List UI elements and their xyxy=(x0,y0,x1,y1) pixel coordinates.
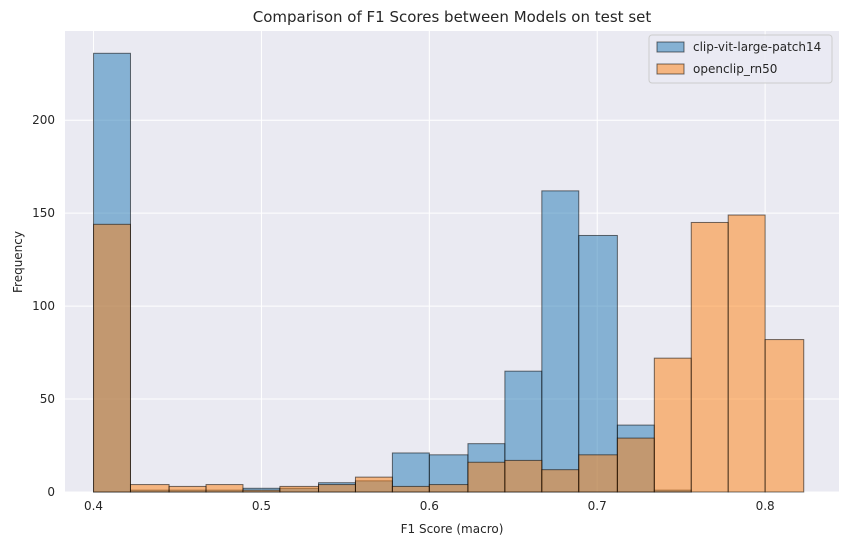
histogram-bar xyxy=(541,469,580,493)
histogram-bar xyxy=(616,437,655,493)
legend-swatch xyxy=(656,63,685,75)
y-tick-label: 100 xyxy=(32,299,55,313)
chart-title: Comparison of F1 Scores between Models o… xyxy=(253,8,652,26)
legend: clip-vit-large-patch14 openclip_rn50 xyxy=(648,34,833,84)
histogram-bar xyxy=(318,484,356,493)
histogram-bar xyxy=(129,484,170,493)
histogram-bar xyxy=(168,485,207,493)
y-tick-label: 0 xyxy=(47,485,55,499)
histogram-bar xyxy=(578,234,618,493)
legend-label: openclip_rn50 xyxy=(693,62,777,76)
y-axis-label: Frequency xyxy=(11,231,25,293)
legend-swatch xyxy=(656,41,685,53)
x-axis-label: F1 Score (macro) xyxy=(401,522,504,536)
x-tick-label: 0.6 xyxy=(420,499,439,513)
series-openclip_rn50 xyxy=(93,214,805,493)
histogram-bar xyxy=(205,484,244,493)
histogram-bar xyxy=(690,221,729,493)
legend-label: clip-vit-large-patch14 xyxy=(693,40,821,54)
y-tick-label: 150 xyxy=(32,206,55,220)
histogram-bar xyxy=(467,461,506,493)
histogram-bar xyxy=(354,476,393,493)
y-tick-label: 50 xyxy=(40,392,55,406)
x-tick-label: 0.4 xyxy=(84,499,103,513)
histogram-bars xyxy=(93,52,805,493)
x-tick-label: 0.8 xyxy=(756,499,775,513)
y-tick-label: 200 xyxy=(32,113,55,127)
histogram-bar xyxy=(541,190,580,493)
histogram-bar xyxy=(242,489,281,493)
x-tick-label: 0.5 xyxy=(252,499,271,513)
x-axis-ticks: 0.4 0.5 0.6 0.7 0.8 xyxy=(84,499,775,513)
histogram-bar xyxy=(428,484,469,493)
histogram-bar xyxy=(727,214,766,493)
histogram-bar xyxy=(764,339,805,493)
histogram-bar xyxy=(93,223,131,493)
histogram-bar xyxy=(279,485,320,493)
histogram-bar xyxy=(504,459,543,493)
histogram-bar xyxy=(653,357,692,493)
histogram-bar xyxy=(578,454,618,493)
y-axis-ticks: 0 50 100 150 200 xyxy=(32,113,55,499)
histogram-bar xyxy=(391,485,430,493)
x-tick-label: 0.7 xyxy=(588,499,607,513)
legend-box xyxy=(648,34,833,84)
